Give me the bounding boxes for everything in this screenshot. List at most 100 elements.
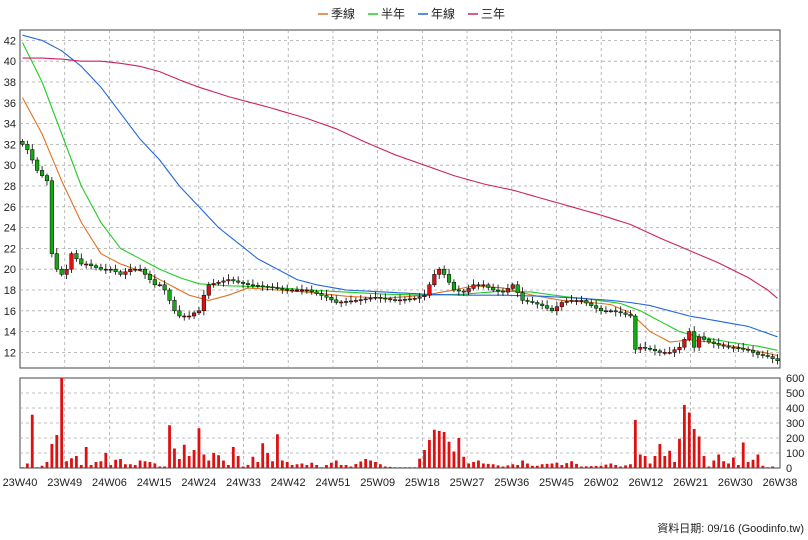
- candle-body: [662, 352, 667, 354]
- volume-bar: [99, 461, 103, 468]
- candle-body: [182, 315, 187, 318]
- candle-body: [64, 268, 69, 275]
- candle-body: [461, 290, 466, 293]
- candle-body: [54, 253, 59, 270]
- volume-bar: [241, 466, 245, 468]
- candle-body: [260, 285, 265, 288]
- ma-year-line: [22, 34, 778, 338]
- volume-bar: [231, 447, 235, 468]
- volume-bar: [276, 434, 279, 468]
- volume-bar: [633, 420, 637, 468]
- candle-body: [265, 286, 270, 288]
- volume-bar: [413, 467, 417, 468]
- candle-body: [309, 289, 314, 293]
- candle-body: [118, 271, 123, 275]
- candle-body: [358, 299, 363, 301]
- price-tick-label: 36: [4, 98, 16, 110]
- x-tick-label: 26W02: [584, 477, 619, 489]
- candle-body: [35, 159, 40, 171]
- candle-body: [672, 349, 677, 353]
- volume-bar: [736, 465, 740, 468]
- candle-body: [113, 268, 118, 273]
- price-tick-label: 22: [4, 243, 16, 255]
- candle-body: [280, 288, 285, 290]
- volume-bar: [310, 462, 314, 468]
- volume-bar: [727, 463, 730, 468]
- volume-bar: [580, 466, 583, 468]
- axis-labels: 12 14 16 18 20 22 24 26 28 30 32 34 36 38 40 42 0 100 200 3…: [3, 35, 805, 489]
- candle-body: [319, 293, 324, 296]
- price-tick-label: 24: [4, 223, 16, 235]
- candle-body: [486, 284, 491, 288]
- volume-bar: [423, 450, 426, 468]
- volume-bar: [761, 465, 765, 468]
- candle-body: [579, 300, 584, 302]
- candle-body: [167, 289, 172, 301]
- volume-bar: [668, 450, 672, 468]
- candle-body: [520, 292, 525, 301]
- candle-body: [245, 283, 251, 286]
- candle-body: [44, 175, 50, 182]
- volume-bar: [511, 464, 515, 468]
- volume-bar: [697, 436, 701, 468]
- candle-body: [103, 268, 108, 271]
- volume-bar: [369, 460, 372, 468]
- volume-bar: [163, 466, 167, 468]
- candle-body: [574, 300, 579, 302]
- candle-body: [687, 331, 692, 340]
- price-tick-label: 34: [4, 119, 16, 131]
- volume-bar: [653, 456, 657, 468]
- candle-body: [682, 339, 687, 348]
- candle-body: [515, 284, 520, 293]
- x-tick-label: 26W30: [718, 477, 753, 489]
- volume-bar: [300, 463, 304, 468]
- candle-body: [69, 253, 74, 270]
- candle-body: [657, 350, 662, 353]
- volume-tick-label: 100: [786, 448, 804, 460]
- volume-bar: [717, 454, 721, 468]
- candle-body: [255, 285, 260, 287]
- candle-body: [750, 350, 756, 353]
- volume-bar: [30, 414, 34, 468]
- volume-bar: [192, 450, 196, 468]
- volume-bar: [530, 465, 534, 468]
- volume-bar: [526, 463, 529, 468]
- chart-legend: 季線 半年 年線 三年: [318, 6, 505, 21]
- candle-body: [373, 297, 378, 299]
- candle-body: [388, 298, 393, 301]
- volume-bar: [148, 462, 152, 468]
- candle-body: [329, 297, 334, 301]
- volume-bar: [658, 444, 662, 468]
- candle-body: [294, 289, 300, 292]
- volume-bar: [516, 465, 520, 468]
- candle-body: [108, 268, 113, 271]
- volume-bar: [256, 462, 260, 468]
- candle-body: [755, 352, 760, 355]
- volume-bar: [305, 465, 309, 468]
- candle-body: [677, 346, 682, 351]
- volume-bar: [35, 467, 39, 468]
- volume-bar: [261, 443, 265, 468]
- volume-bar: [609, 463, 613, 468]
- x-tick-label: 26W38: [763, 477, 798, 489]
- candle-body: [476, 284, 481, 287]
- volume-bar: [491, 464, 495, 468]
- candle-body: [692, 331, 697, 348]
- volume-tick-label: 400: [786, 403, 804, 415]
- volume-bar: [555, 462, 559, 468]
- candle-body: [427, 284, 432, 296]
- volume-bar: [187, 456, 191, 468]
- volume-bar: [398, 467, 402, 468]
- volume-bar: [712, 460, 716, 468]
- volume-bar: [432, 429, 436, 468]
- volume-bar: [408, 467, 412, 468]
- candle-body: [339, 301, 344, 304]
- volume-bar: [119, 459, 122, 468]
- candle-body: [231, 279, 236, 282]
- moving-average-lines: [22, 34, 778, 357]
- candle-body: [397, 299, 403, 302]
- candle-body: [393, 299, 398, 301]
- volume-bar: [393, 467, 397, 468]
- volume-bar: [70, 458, 73, 468]
- volume-bar: [74, 456, 78, 468]
